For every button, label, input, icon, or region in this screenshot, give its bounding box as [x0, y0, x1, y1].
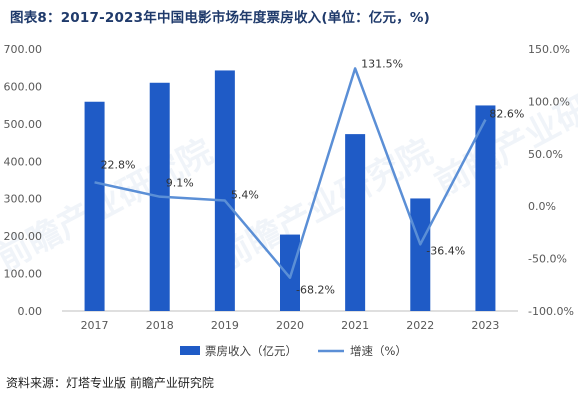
y-left-tick-label: 100.00 [4, 268, 43, 281]
x-tick-label: 2018 [146, 319, 174, 332]
x-tick-label: 2023 [471, 319, 499, 332]
legend-bar-swatch [180, 346, 200, 355]
legend-line-label: 增速（%） [350, 344, 407, 358]
bar [475, 105, 496, 311]
y-left-tick-label: 600.00 [4, 80, 43, 93]
y-left-tick-label: 300.00 [4, 193, 43, 206]
growth-data-label: 82.6% [489, 108, 524, 121]
y-right-tick-label: -50.0% [528, 253, 567, 266]
legend-bar-label: 票房收入（亿元） [205, 344, 297, 358]
legend: 票房收入（亿元） 增速（%） [180, 344, 407, 358]
growth-line [94, 67, 487, 279]
y-right-tick-label: 100.0% [528, 95, 570, 108]
y-left-tick-label: 0.00 [18, 305, 43, 318]
y-right-tick-label: 150.0% [528, 43, 570, 56]
bar [214, 70, 235, 312]
y-left-tick-label: 400.00 [4, 155, 43, 168]
growth-data-label: -68.2% [296, 284, 335, 297]
y-left-tick-label: 200.00 [4, 230, 43, 243]
watermark-text: 前瞻产业研究院 [428, 57, 578, 204]
chart-title: 图表8：2017-2023年中国电影市场年度票房收入(单位：亿元，%) [10, 10, 431, 26]
x-tick-label: 2017 [81, 319, 109, 332]
y-right-tick-label: -100.0% [528, 305, 574, 318]
growth-data-label: 9.1% [166, 177, 194, 190]
growth-data-label: 22.8% [101, 158, 136, 171]
source-note: 资料来源：灯塔专业版 前瞻产业研究院 [6, 376, 214, 390]
bar [84, 101, 105, 312]
bar-series [84, 70, 496, 312]
line-series: 22.8% 9.1% 5.4% -68.2% 131.5% -36.4% 82.6% [94, 57, 524, 297]
bar [410, 198, 431, 311]
y-right-tick-label: 50.0% [528, 148, 563, 161]
growth-data-label: -36.4% [426, 244, 465, 257]
y-left-tick-label: 500.00 [4, 118, 43, 131]
bar [280, 234, 300, 311]
y-right-tick-label: 0.0% [528, 200, 556, 213]
x-tick-label: 2021 [341, 319, 369, 332]
y-left-tick-label: 700.00 [4, 43, 43, 56]
x-tick-label: 2019 [211, 319, 239, 332]
x-tick-label: 2020 [276, 319, 304, 332]
bar [345, 134, 366, 311]
growth-data-label: 5.4% [231, 189, 259, 202]
x-tick-label: 2022 [406, 319, 434, 332]
growth-data-label: 131.5% [361, 57, 403, 70]
